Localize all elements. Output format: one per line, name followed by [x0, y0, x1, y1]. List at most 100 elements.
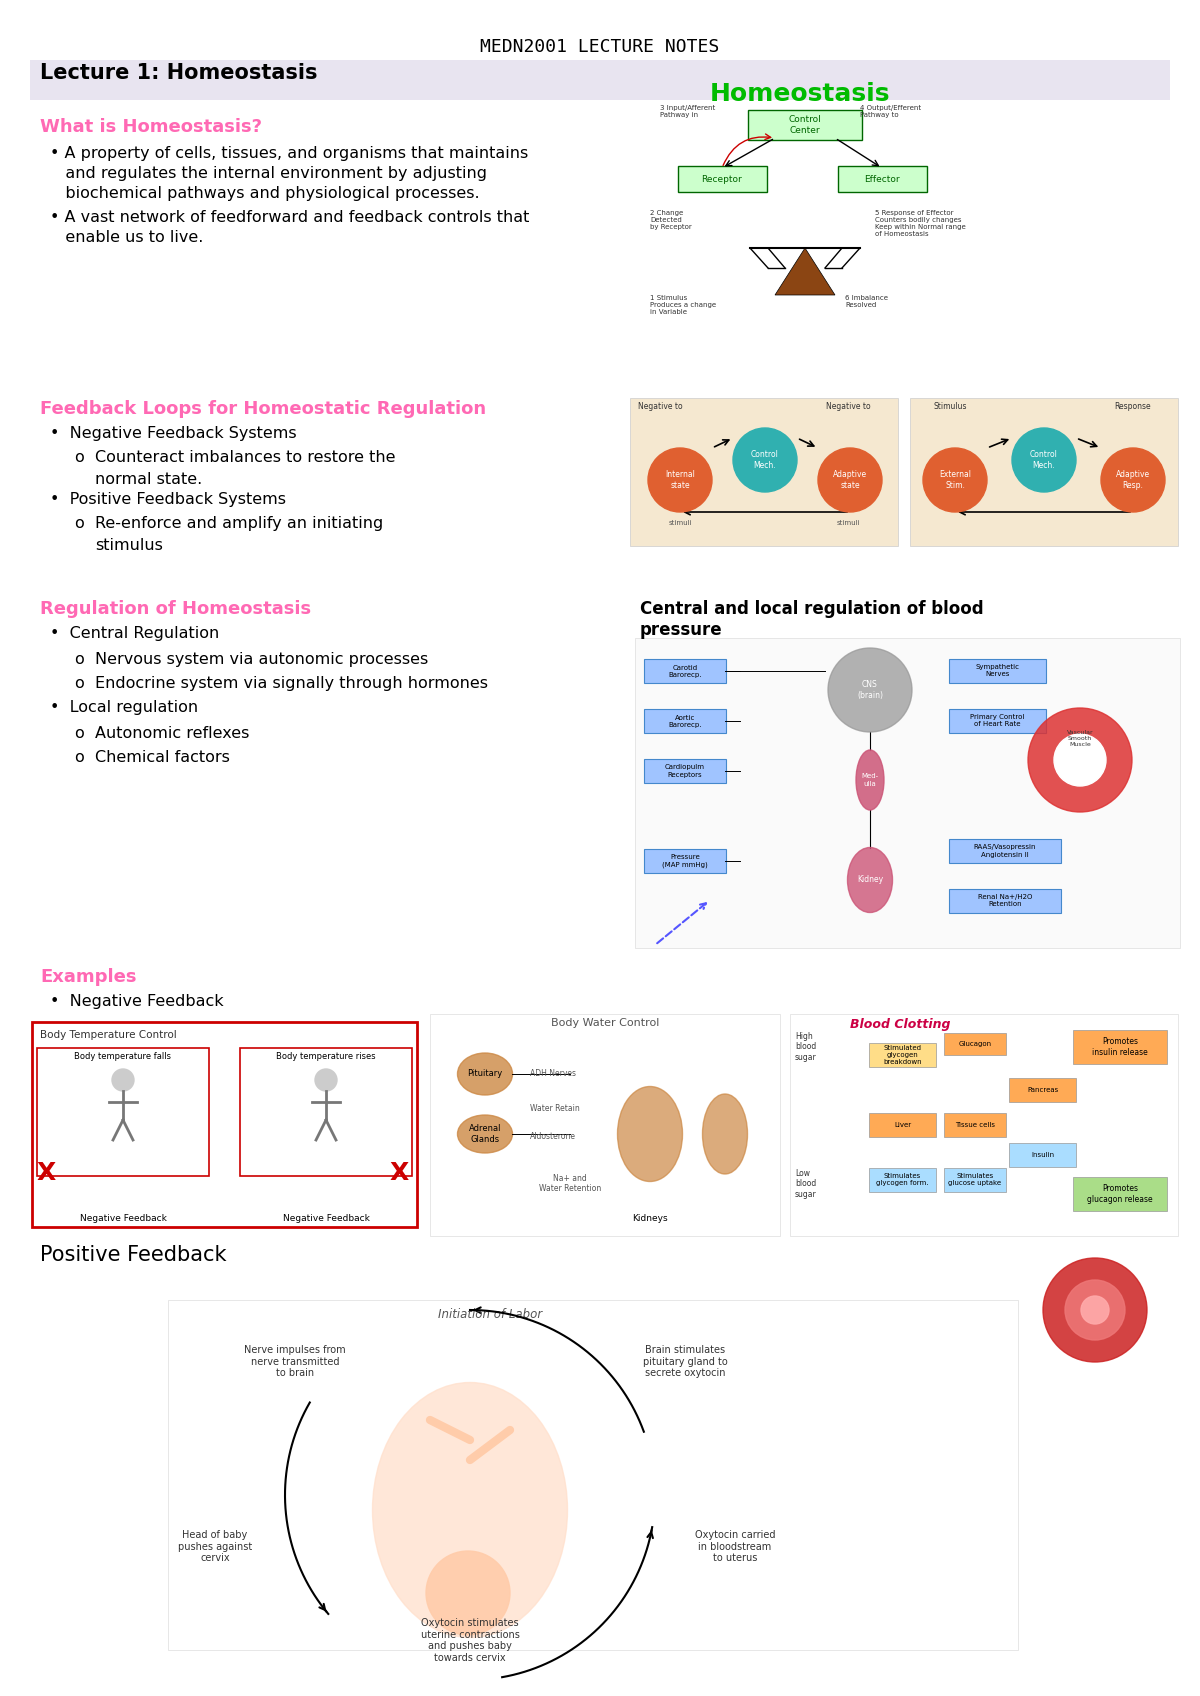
Text: Examples: Examples — [40, 968, 137, 985]
Text: Internal
state: Internal state — [665, 470, 695, 490]
Text: Initiation of Labor: Initiation of Labor — [438, 1308, 542, 1321]
Text: Blood Clotting: Blood Clotting — [850, 1018, 950, 1031]
FancyBboxPatch shape — [240, 1048, 412, 1175]
Text: Oxytocin carried
in bloodstream
to uterus: Oxytocin carried in bloodstream to uteru… — [695, 1530, 775, 1564]
Text: Effector: Effector — [864, 175, 900, 183]
Text: Body temperature falls: Body temperature falls — [74, 1052, 172, 1062]
FancyBboxPatch shape — [30, 59, 1170, 100]
FancyBboxPatch shape — [1073, 1029, 1166, 1063]
Text: •  Negative Feedback: • Negative Feedback — [50, 994, 223, 1009]
Ellipse shape — [702, 1094, 748, 1174]
Text: • A property of cells, tissues, and organisms that maintains: • A property of cells, tissues, and orga… — [50, 146, 528, 161]
Text: Liver: Liver — [894, 1123, 911, 1128]
FancyBboxPatch shape — [644, 660, 726, 683]
Text: Na+ and
Water Retention: Na+ and Water Retention — [539, 1174, 601, 1194]
Text: o  Chemical factors: o Chemical factors — [74, 750, 230, 765]
Text: ADH Nerves: ADH Nerves — [530, 1068, 576, 1079]
Text: Med-
ulla: Med- ulla — [862, 773, 878, 787]
Text: What is Homeostasis?: What is Homeostasis? — [40, 119, 262, 136]
Text: Water Retain: Water Retain — [530, 1104, 580, 1113]
Circle shape — [733, 427, 797, 492]
Text: 5 Response of Effector
Counters bodily changes
Keep within Normal range
of Homeo: 5 Response of Effector Counters bodily c… — [875, 210, 966, 237]
Text: Promotes
glucagon release: Promotes glucagon release — [1087, 1184, 1153, 1204]
Text: MEDN2001 LECTURE NOTES: MEDN2001 LECTURE NOTES — [480, 37, 720, 56]
Circle shape — [1012, 427, 1076, 492]
Text: Control
Mech.: Control Mech. — [751, 451, 779, 470]
Text: Sympathetic
Nerves: Sympathetic Nerves — [976, 665, 1020, 677]
Text: • A vast network of feedforward and feedback controls that: • A vast network of feedforward and feed… — [50, 210, 529, 226]
Text: Insulin: Insulin — [1031, 1152, 1054, 1158]
Text: Stimulates
glucose uptake: Stimulates glucose uptake — [948, 1174, 1002, 1187]
Text: Stimulated
glycogen
breakdown: Stimulated glycogen breakdown — [883, 1045, 922, 1065]
Circle shape — [1066, 1280, 1126, 1340]
Text: Negative to: Negative to — [826, 402, 870, 410]
Text: o  Autonomic reflexes: o Autonomic reflexes — [74, 726, 250, 741]
Text: Stimulates
glycogen form.: Stimulates glycogen form. — [876, 1174, 929, 1187]
Text: Stimulus: Stimulus — [934, 402, 967, 410]
Text: o  Re-enforce and amplify an initiating: o Re-enforce and amplify an initiating — [74, 516, 383, 531]
Circle shape — [1043, 1258, 1147, 1362]
Text: Kidney: Kidney — [857, 875, 883, 885]
FancyBboxPatch shape — [869, 1169, 936, 1192]
Circle shape — [1028, 707, 1132, 812]
Text: Lecture 1: Homeostasis: Lecture 1: Homeostasis — [40, 63, 318, 83]
FancyBboxPatch shape — [910, 399, 1178, 546]
FancyBboxPatch shape — [644, 760, 726, 784]
Text: Glucagon: Glucagon — [959, 1041, 991, 1046]
Text: Receptor: Receptor — [702, 175, 743, 183]
Text: Head of baby
pushes against
cervix: Head of baby pushes against cervix — [178, 1530, 252, 1564]
Text: Control
Center: Control Center — [788, 115, 821, 134]
Text: X: X — [390, 1162, 409, 1186]
Text: CNS
(brain): CNS (brain) — [857, 680, 883, 700]
FancyBboxPatch shape — [790, 1014, 1178, 1236]
Text: Cardiopulm
Receptors: Cardiopulm Receptors — [665, 765, 706, 777]
Ellipse shape — [457, 1053, 512, 1096]
Ellipse shape — [457, 1114, 512, 1153]
Text: Nerve impulses from
nerve transmitted
to brain: Nerve impulses from nerve transmitted to… — [244, 1345, 346, 1379]
Text: External
Stim.: External Stim. — [940, 470, 971, 490]
Polygon shape — [775, 248, 835, 295]
Text: X: X — [37, 1162, 56, 1186]
Text: Negative to: Negative to — [637, 402, 683, 410]
Circle shape — [1054, 734, 1106, 785]
Text: stimuli: stimuli — [836, 521, 860, 526]
Text: Body Water Control: Body Water Control — [551, 1018, 659, 1028]
Circle shape — [426, 1552, 510, 1635]
Text: Negative Feedback: Negative Feedback — [79, 1214, 167, 1223]
FancyBboxPatch shape — [944, 1113, 1006, 1136]
Text: o  Nervous system via autonomic processes: o Nervous system via autonomic processes — [74, 651, 428, 667]
Text: stimuli: stimuli — [668, 521, 692, 526]
Circle shape — [1081, 1296, 1109, 1325]
Text: 4 Output/Efferent
Pathway to: 4 Output/Efferent Pathway to — [860, 105, 922, 119]
Text: •  Central Regulation: • Central Regulation — [50, 626, 220, 641]
Text: Aldosterone: Aldosterone — [530, 1131, 576, 1141]
Circle shape — [314, 1068, 337, 1091]
Circle shape — [648, 448, 712, 512]
Text: normal state.: normal state. — [95, 471, 203, 487]
FancyBboxPatch shape — [678, 166, 767, 192]
FancyBboxPatch shape — [1073, 1177, 1166, 1211]
Text: Pancreas: Pancreas — [1027, 1087, 1058, 1092]
Text: 6 Imbalance
Resolved: 6 Imbalance Resolved — [845, 295, 888, 309]
Text: Adrenal
Glands: Adrenal Glands — [469, 1124, 502, 1143]
FancyBboxPatch shape — [1009, 1143, 1076, 1167]
Text: Pituitary: Pituitary — [467, 1070, 503, 1079]
Circle shape — [923, 448, 986, 512]
Ellipse shape — [372, 1382, 568, 1638]
Text: 3 Input/Afferent
Pathway in: 3 Input/Afferent Pathway in — [660, 105, 715, 119]
Text: Adaptive
state: Adaptive state — [833, 470, 868, 490]
FancyBboxPatch shape — [949, 840, 1061, 863]
Text: Aortic
Barorecp.: Aortic Barorecp. — [668, 714, 702, 728]
Text: Positive Feedback: Positive Feedback — [40, 1245, 227, 1265]
Text: and regulates the internal environment by adjusting: and regulates the internal environment b… — [50, 166, 487, 181]
Text: Feedback Loops for Homeostatic Regulation: Feedback Loops for Homeostatic Regulatio… — [40, 400, 486, 417]
Text: Central and local regulation of blood
pressure: Central and local regulation of blood pr… — [640, 600, 984, 639]
FancyBboxPatch shape — [630, 399, 898, 546]
Text: Tissue cells: Tissue cells — [955, 1123, 995, 1128]
Circle shape — [818, 448, 882, 512]
FancyBboxPatch shape — [869, 1043, 936, 1067]
Text: o  Endocrine system via signally through hormones: o Endocrine system via signally through … — [74, 677, 488, 690]
Text: Negative Feedback: Negative Feedback — [282, 1214, 370, 1223]
Text: stimulus: stimulus — [95, 538, 163, 553]
FancyBboxPatch shape — [869, 1113, 936, 1136]
